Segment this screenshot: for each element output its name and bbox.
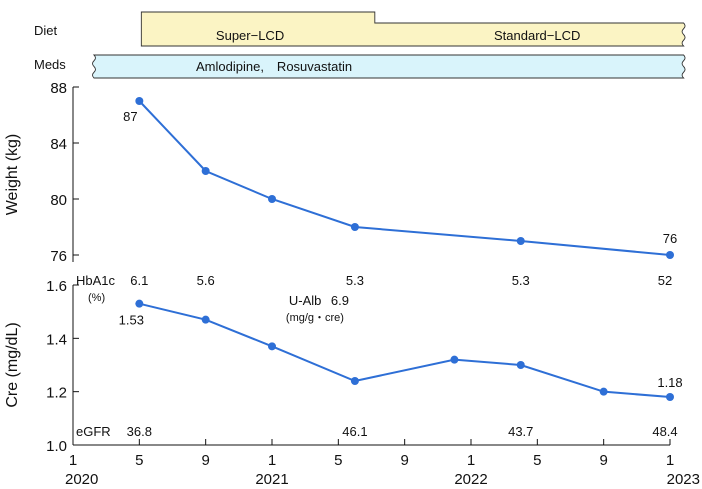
c-point-label: 1.53 (119, 313, 144, 328)
w-point (516, 237, 525, 245)
x-tick-label: 5 (135, 452, 143, 469)
hba1c-values: 6.1 5.6 5.3 5.3 52 (130, 273, 672, 288)
weight-series-line (138, 100, 671, 256)
x-tick-label: 5 (334, 452, 342, 469)
weight-y-label: Weight (kg) (4, 134, 21, 216)
weight-chart: 76 80 84 88 Weight (kg) 87 76 (4, 80, 677, 265)
meds-text: Amlodipine, Rosuvastatin (196, 59, 352, 74)
egfr-values: 36.8 46.1 43.7 48.4 (127, 424, 678, 439)
x-tick-label: 9 (599, 452, 607, 469)
w-point (350, 223, 359, 231)
c-ytick-label: 1.2 (46, 385, 67, 402)
x-tick-label: 1 (467, 452, 475, 469)
meds-band-shape (92, 54, 686, 79)
x-tick-label: 1 (268, 452, 276, 469)
cre-series-line (139, 302, 671, 398)
diet-band: Diet Super−LCD Standard−LCD (34, 11, 686, 47)
c-point (135, 299, 144, 308)
c-point (268, 342, 276, 351)
diet-band-shape (140, 11, 686, 47)
hba1c-value: 52 (658, 273, 672, 288)
ualb-unit: (mg/g・cre) (286, 312, 344, 324)
cre-y-ticks: 1.0 1.2 1.4 1.6 (46, 278, 79, 455)
diet-phase-super-lcd: Super−LCD (216, 28, 284, 43)
hba1c-value: 5.3 (346, 273, 364, 288)
ualb-annotation: U-Alb 6.9 (mg/g・cre) (286, 293, 349, 324)
w-point-label: 87 (123, 109, 137, 124)
hba1c-value: 5.6 (197, 273, 215, 288)
x-year-label: 2023 (667, 471, 700, 488)
w-point (201, 167, 210, 175)
hba1c-value: 5.3 (512, 273, 530, 288)
w-point (135, 97, 144, 105)
c-point (599, 387, 608, 396)
hba1c-row: HbA1c (%) 6.1 5.6 5.3 5.3 52 (76, 273, 672, 304)
egfr-value: 48.4 (652, 424, 677, 439)
c-point (201, 315, 210, 324)
cre-point-labels: 1.53 1.18 (119, 313, 683, 390)
egfr-value: 43.7 (508, 424, 533, 439)
c-point (516, 361, 525, 369)
x-year-label: 2021 (255, 471, 288, 488)
egfr-value: 46.1 (342, 424, 367, 439)
c-ytick-label: 1.4 (46, 331, 67, 348)
x-tick-label: 9 (201, 452, 209, 469)
x-tick-label: 1 (666, 452, 674, 469)
cre-points (135, 299, 674, 401)
c-ytick-label: 1.0 (46, 438, 67, 455)
w-ytick-label: 88 (50, 80, 67, 97)
c-point-label: 1.18 (657, 375, 682, 390)
hba1c-value: 6.1 (130, 273, 148, 288)
ualb-label: U-Alb (289, 293, 322, 308)
weight-point-labels: 87 76 (123, 109, 677, 246)
diet-label: Diet (34, 23, 58, 38)
w-point (268, 195, 276, 203)
c-point (666, 393, 674, 401)
w-ytick-label: 84 (50, 136, 67, 153)
c-point (350, 377, 359, 385)
w-point (666, 251, 674, 259)
x-year-label: 2022 (454, 471, 487, 488)
diet-phase-standard-lcd: Standard−LCD (494, 28, 580, 43)
meds-label: Meds (34, 57, 66, 72)
x-year-label: 2020 (65, 471, 98, 488)
weight-y-ticks: 76 80 84 88 (50, 80, 79, 265)
x-axis: 1 5 9 1 5 9 1 5 9 1 2020 2021 2022 2023 (65, 439, 700, 488)
hba1c-unit: (%) (88, 292, 105, 304)
x-tick-label: 1 (69, 452, 77, 469)
hba1c-label: HbA1c (76, 273, 116, 288)
cre-y-label: Cre (mg/dL) (4, 322, 21, 407)
egfr-label: eGFR (76, 424, 111, 439)
weight-points (135, 97, 674, 259)
w-ytick-label: 76 (50, 248, 67, 265)
meds-band: Meds Amlodipine, Rosuvastatin (34, 54, 686, 79)
c-ytick-label: 1.6 (46, 278, 67, 295)
x-ticks: 1 5 9 1 5 9 1 5 9 1 2020 2021 2022 2023 (65, 439, 700, 488)
ualb-value: 6.9 (331, 293, 349, 308)
cre-chart: 1.0 1.2 1.4 1.6 Cre (mg/dL) 1.53 1.18 (4, 278, 683, 455)
egfr-value: 36.8 (127, 424, 152, 439)
x-tick-label: 9 (400, 452, 408, 469)
x-tick-label: 5 (533, 452, 541, 469)
w-ytick-label: 80 (50, 192, 67, 209)
w-point-label: 76 (663, 231, 677, 246)
c-point (450, 355, 459, 364)
egfr-row: eGFR 36.8 46.1 43.7 48.4 (76, 424, 678, 439)
